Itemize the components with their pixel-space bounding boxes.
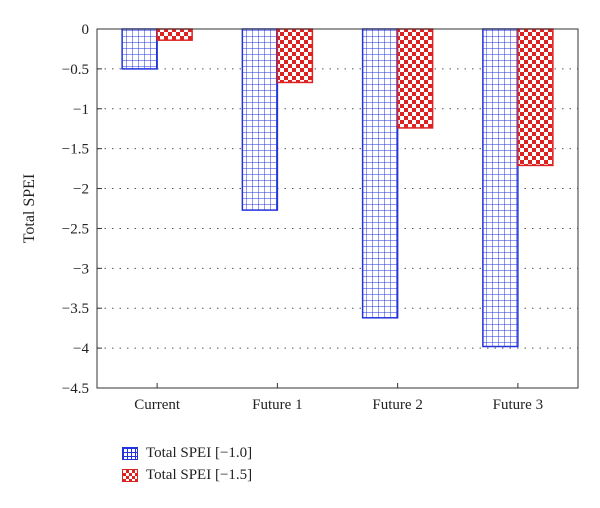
- y-tick-label: −3.5: [62, 301, 89, 317]
- y-axis-ticks: 0 −0.5 −1 −1.5 −2 −2.5 −3 −3.5 −4 −4.5: [62, 22, 102, 397]
- bar-future-1-series-2: [276, 28, 314, 84]
- y-tick-label: −3: [73, 261, 89, 277]
- legend-item-series-2: Total SPEI [−1.5]: [122, 464, 252, 486]
- plot-frame: [96, 28, 579, 389]
- y-tick-label: −2: [73, 182, 89, 198]
- bar-future-2-series-1: [361, 28, 399, 319]
- x-tick-label: Current: [134, 397, 181, 413]
- legend-item-series-1: Total SPEI [−1.0]: [122, 442, 252, 464]
- grid-lines: [97, 68, 578, 349]
- y-tick-label: −2.5: [62, 221, 89, 237]
- bar-current-series-2: [156, 28, 193, 41]
- bar-current-series-1: [121, 28, 158, 70]
- bar-future-3-series-2: [517, 28, 554, 167]
- x-tick-label: Future 3: [493, 397, 543, 413]
- y-tick-label: −4.5: [62, 381, 89, 397]
- legend-label-series-1: Total SPEI [−1.0]: [146, 444, 253, 461]
- spei-bar-chart: 0 −0.5 −1 −1.5 −2 −2.5 −3 −3.5 −4 −4.5 Current Fut…: [21, 22, 579, 413]
- y-tick-label: 0: [82, 22, 90, 38]
- legend-swatch-grid-icon: [122, 446, 138, 460]
- bar-future-2-series-2: [396, 28, 434, 129]
- x-tick-label: Future 1: [252, 397, 302, 413]
- x-axis-ticks: Current Future 1 Future 2 Future 3: [134, 383, 543, 413]
- y-tick-label: −0.5: [62, 62, 89, 78]
- bar-future-1-series-1: [241, 28, 279, 211]
- bars: [121, 28, 554, 348]
- legend: Total SPEI [−1.0] Total SPEI [−1.5]: [122, 442, 252, 486]
- y-tick-label: −1.5: [62, 142, 89, 158]
- legend-swatch-checker-icon: [122, 468, 138, 482]
- bar-future-3-series-1: [482, 28, 519, 348]
- x-tick-label: Future 2: [372, 397, 422, 413]
- y-axis-title: Total SPEI: [21, 174, 38, 244]
- y-tick-label: −1: [73, 102, 89, 118]
- y-tick-label: −4: [73, 341, 89, 357]
- legend-label-series-2: Total SPEI [−1.5]: [146, 466, 253, 483]
